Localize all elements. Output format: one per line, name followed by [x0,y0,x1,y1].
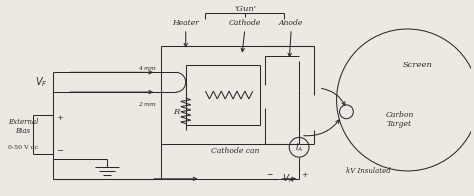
Text: −: − [56,147,64,155]
Text: −: − [266,171,273,179]
Text: R: R [173,108,179,116]
Text: +: + [56,114,64,122]
Text: $V_A$: $V_A$ [283,173,294,185]
Text: kV Insulated: kV Insulated [346,167,391,175]
Text: Anode: Anode [279,19,303,27]
Text: 4 mm: 4 mm [138,66,156,71]
Text: 'Gun': 'Gun' [234,5,256,13]
Text: 0-50 V dc: 0-50 V dc [8,145,38,150]
Text: Carbon
Target: Carbon Target [385,111,414,128]
Text: External
Bias: External Bias [8,118,38,135]
Text: $I_A$: $I_A$ [295,141,303,153]
Text: Cathode can: Cathode can [211,147,259,155]
Text: Cathode: Cathode [228,19,261,27]
Text: Screen: Screen [402,62,432,69]
Text: 2 mm: 2 mm [138,102,156,107]
Text: $V_F$: $V_F$ [35,75,47,89]
Text: Heater: Heater [173,19,199,27]
Text: +: + [301,171,307,179]
